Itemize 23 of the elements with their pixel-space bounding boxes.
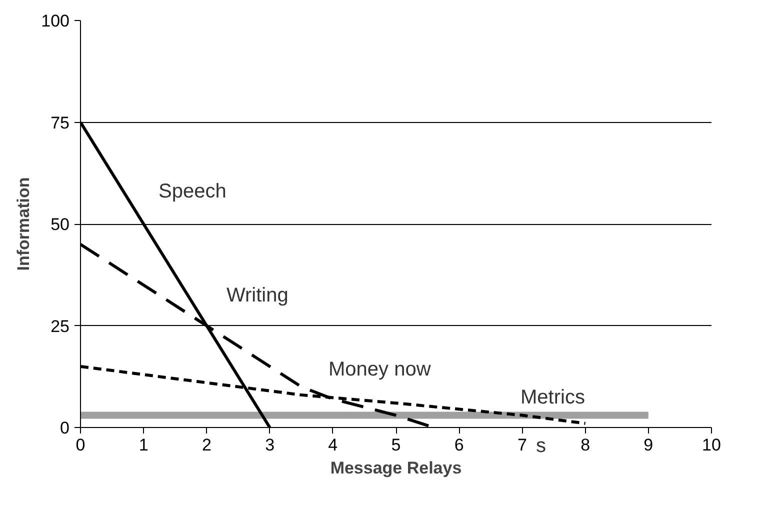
x-axis-title: Message Relays [330,458,462,478]
x-tick-label: 2 [202,436,212,454]
annotation: Writing [226,284,288,306]
y-tick-label: 75 [50,113,70,132]
annotation: Money now [328,358,432,380]
annotation: Metrics [520,386,585,408]
x-tick-label: 7 [517,436,527,454]
x-tick-label: 5 [391,436,401,454]
annotation: Speech [158,180,226,202]
x-tick-label: 3 [265,436,275,454]
x-tick-label: 0 [76,436,86,454]
y-tick-label: 25 [50,316,70,336]
x-tick-label: 10 [702,436,721,454]
y-tick-label: 50 [50,215,70,234]
y-tick-label: 100 [41,12,70,30]
x-tick-label: 8 [580,436,590,454]
y-axis-title: Information [14,177,34,271]
text: s [536,434,546,459]
x-tick-label: 6 [454,436,464,454]
x-tick-label: 4 [328,436,338,454]
x-tick-label: 9 [644,436,654,454]
x-tick-label: 1 [138,436,148,454]
y-tick-label: 0 [60,418,70,438]
